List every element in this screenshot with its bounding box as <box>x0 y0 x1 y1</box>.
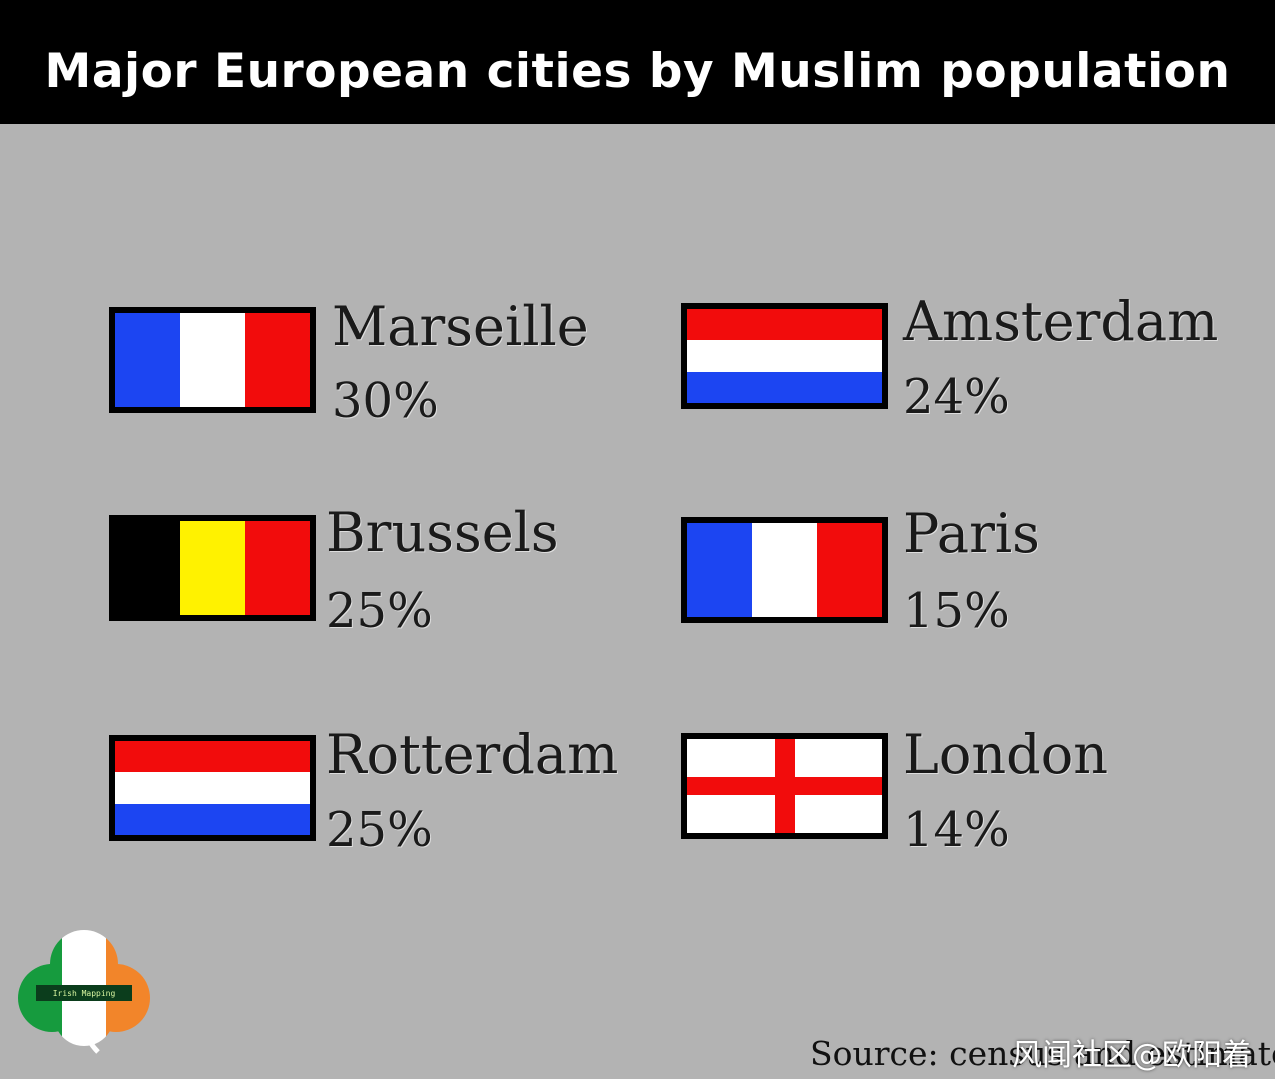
source-note: Source: census and estimates <box>810 1034 1275 1073</box>
city-name: Rotterdam <box>326 723 619 786</box>
city-percent: 25% <box>326 802 433 858</box>
header-bar: Major European cities by Muslim populati… <box>0 0 1275 124</box>
france-flag-icon <box>109 307 316 413</box>
logo-text: Irish Mapping <box>53 989 116 998</box>
england-flag-icon <box>681 733 888 839</box>
city-name: Paris <box>903 502 1040 565</box>
city-name: Amsterdam <box>903 290 1219 353</box>
shamrock-logo-icon: Irish Mapping <box>18 930 150 1054</box>
city-name: London <box>903 723 1109 786</box>
city-percent: 25% <box>326 583 433 639</box>
city-percent: 30% <box>332 373 439 429</box>
page-title: Major European cities by Muslim populati… <box>44 43 1231 99</box>
netherlands-flag-icon <box>109 735 316 841</box>
france-flag-icon <box>681 517 888 623</box>
belgium-flag-icon <box>109 515 316 621</box>
watermark: 风闻社区@欧阳着 <box>1012 1038 1252 1073</box>
city-percent: 14% <box>903 802 1010 858</box>
city-percent: 24% <box>903 369 1010 425</box>
city-name: Marseille <box>332 295 589 358</box>
netherlands-flag-icon <box>681 303 888 409</box>
city-percent: 15% <box>903 583 1010 639</box>
city-name: Brussels <box>326 501 559 564</box>
